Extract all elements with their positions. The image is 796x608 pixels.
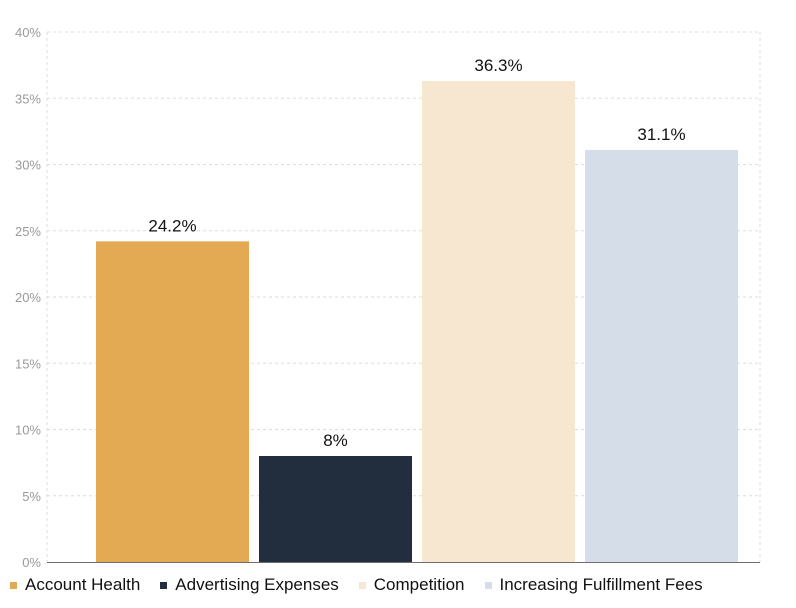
legend-item[interactable]: Advertising Expenses [160,575,339,595]
legend-item[interactable]: Competition [358,575,465,595]
y-tick-label: 20% [15,290,41,305]
y-tick-label: 0% [22,555,41,570]
bar [585,149,738,563]
legend-item[interactable]: Increasing Fulfillment Fees [484,575,703,595]
data-labels: 24.2% 8% 36.3% 31.1% [148,56,685,450]
y-axis-ticks: 0% 5% 10% 15% 20% 25% 30% 35% 40% [15,25,41,570]
y-tick-label: 25% [15,224,41,239]
bar-value-label: 8% [323,431,348,450]
legend-label: Competition [373,575,465,594]
bars [96,81,738,563]
legend-label: Account Health [25,575,141,594]
legend-swatch [484,581,492,589]
legend-label: Advertising Expenses [175,575,339,594]
chart-canvas: 0% 5% 10% 15% 20% 25% 30% 35% 40% 24.2% 8% 36.3% 31… [15,25,761,570]
legend-label: Increasing Fulfillment Fees [499,575,703,594]
y-tick-label: 35% [15,91,41,106]
bar-value-label: 31.1% [637,125,685,144]
y-tick-label: 10% [15,423,41,438]
bar [96,241,249,562]
y-tick-label: 5% [22,489,41,504]
y-tick-label: 40% [15,25,41,40]
bar-value-label: 24.2% [148,216,196,235]
legend-swatch [160,581,168,589]
legend-item[interactable]: Account Health [10,575,140,595]
legend-swatch [358,581,366,589]
legend-swatch [10,581,17,589]
y-tick-label: 15% [15,356,41,371]
y-tick-label: 30% [15,158,41,173]
legend: Account Health Advertising Expenses Compet… [10,573,703,597]
bar-value-label: 36.3% [474,56,522,75]
bar [422,81,575,563]
bar [259,456,412,562]
